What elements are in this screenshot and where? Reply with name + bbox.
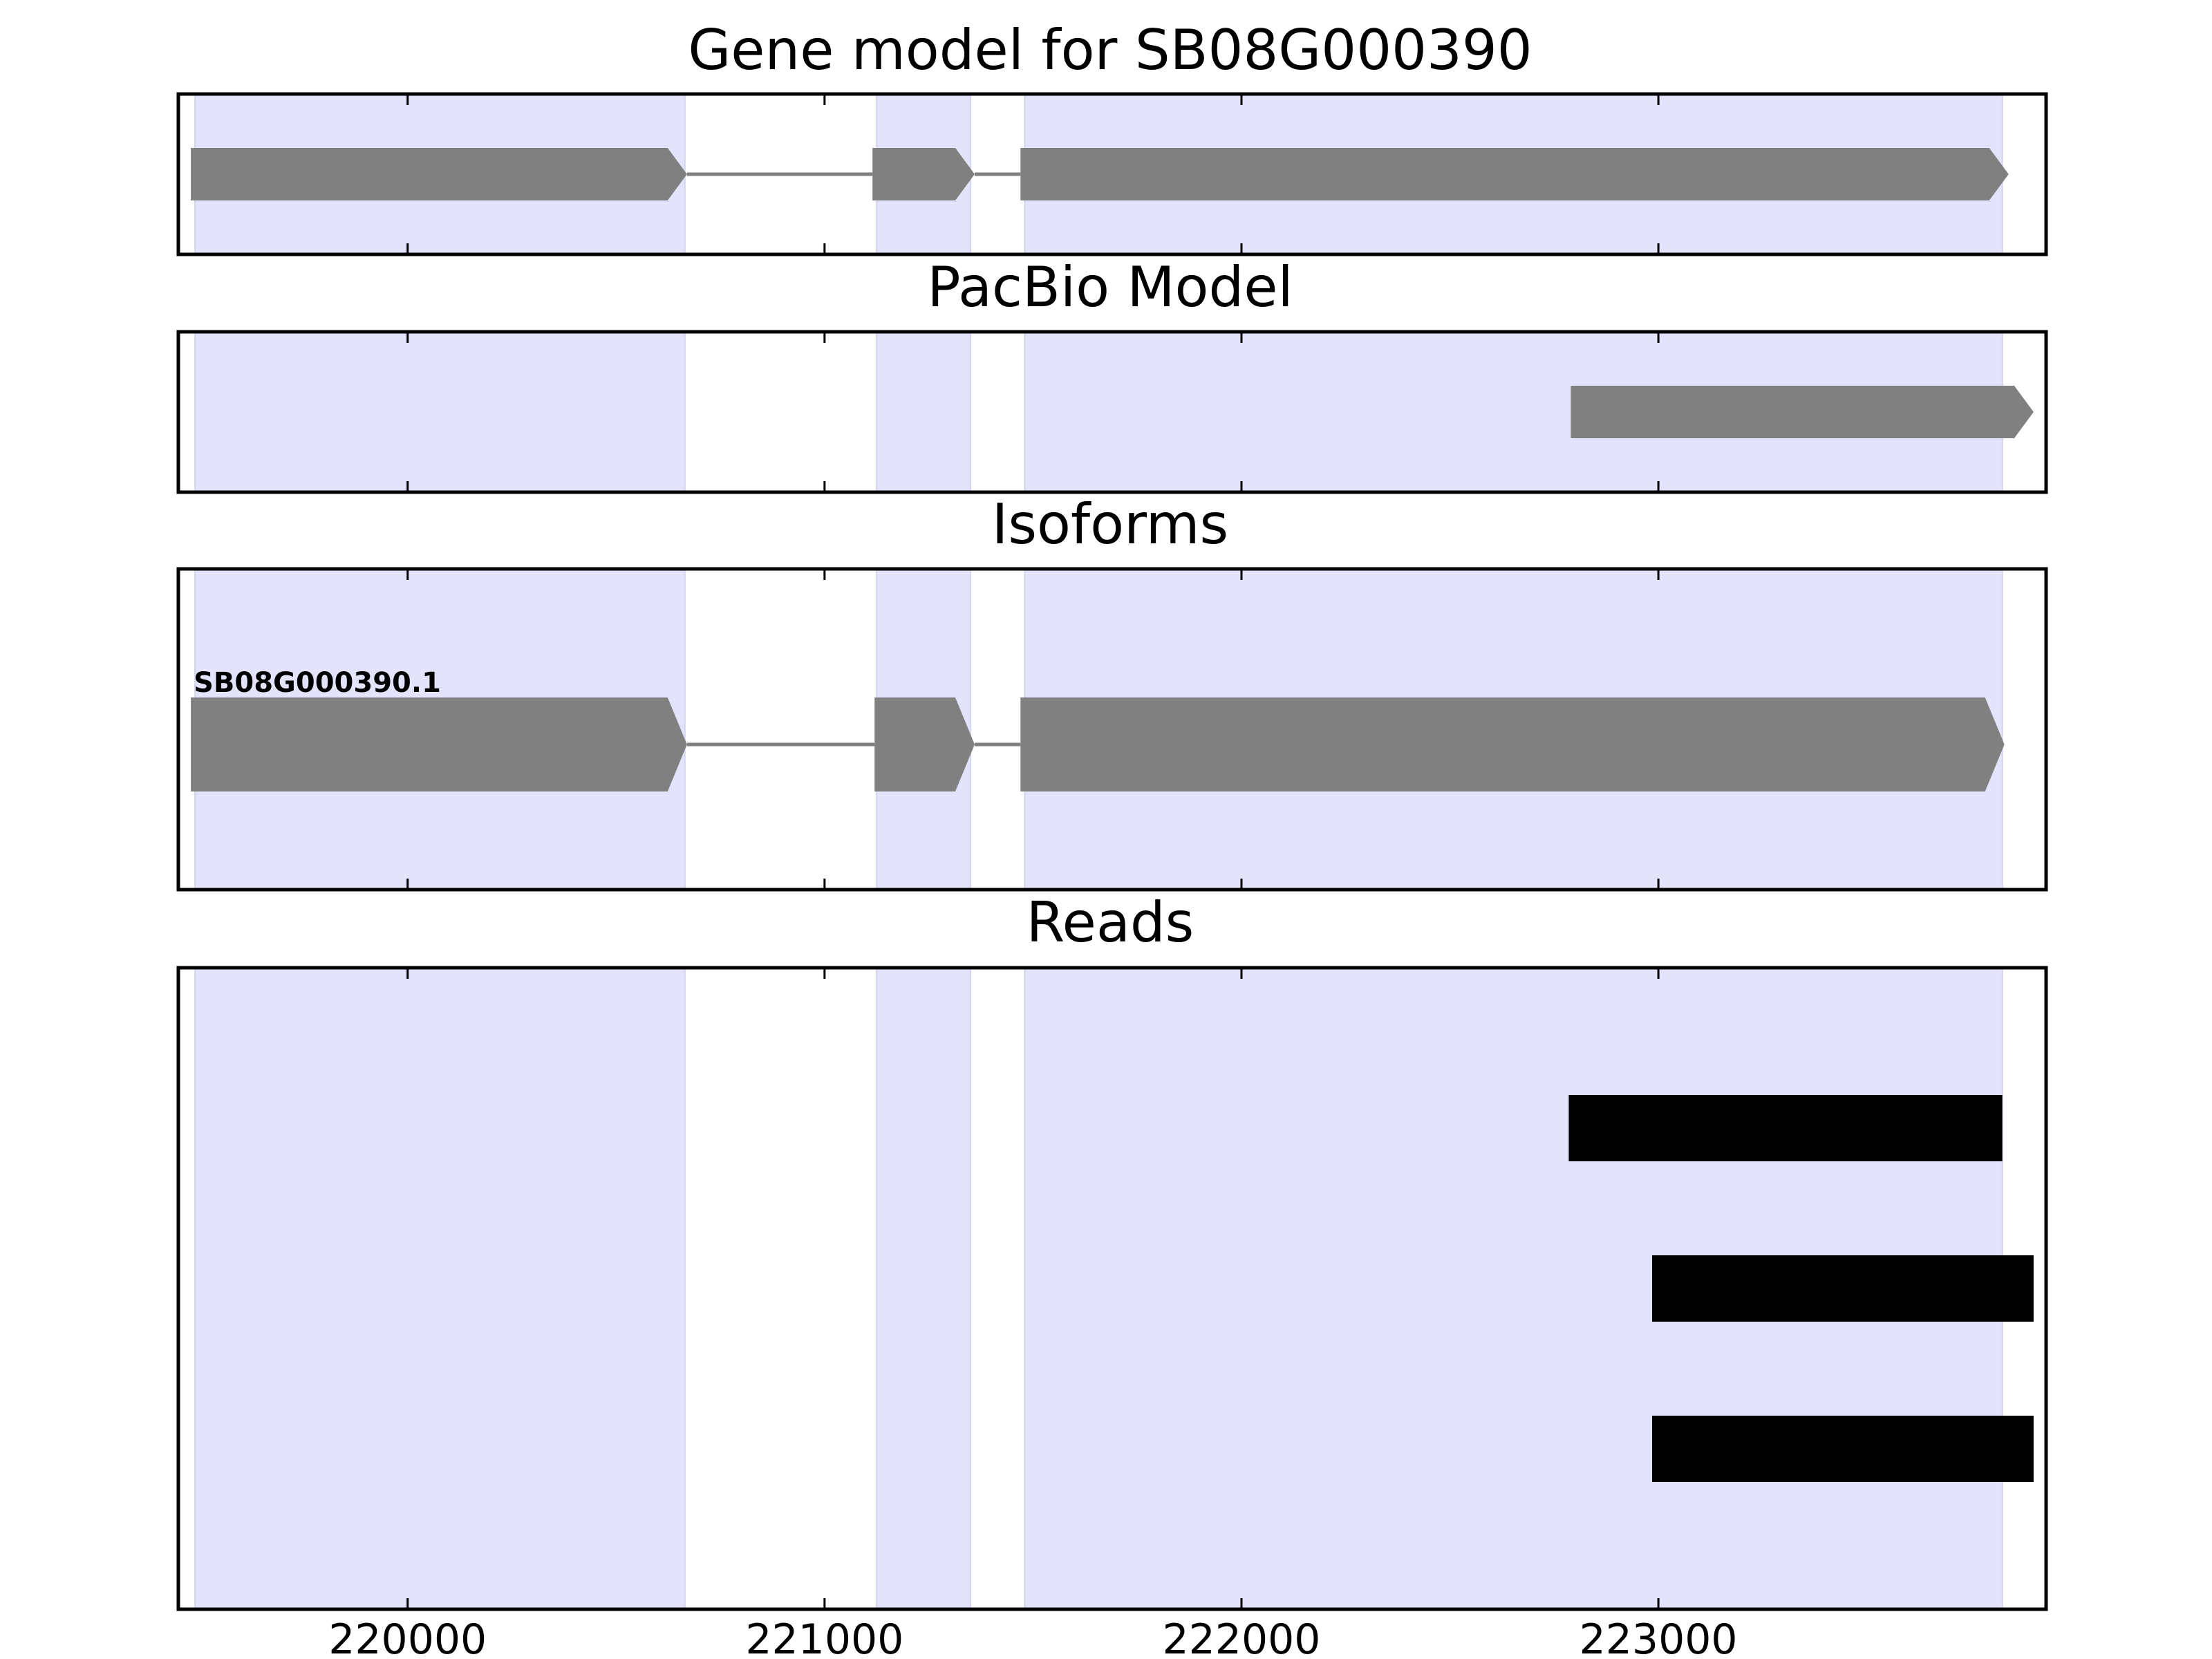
- exon-region-shading: [194, 331, 686, 493]
- exon-region-shading: [194, 967, 686, 1610]
- read-bar: [1568, 1095, 2003, 1161]
- exon-feature: [191, 697, 687, 791]
- isoforms-panel: SB08G000390.1: [176, 567, 2048, 892]
- exon-feature: [1571, 386, 2034, 438]
- exon-feature: [874, 697, 975, 791]
- exon-feature: [1020, 148, 2009, 200]
- x-tick-label: 220000: [328, 1615, 487, 1659]
- exon-feature: [191, 148, 687, 200]
- read-bar: [1652, 1255, 2034, 1322]
- exon-region-shading: [876, 331, 971, 493]
- x-tick-label: 222000: [1162, 1615, 1320, 1659]
- x-axis-tick-labels: 220000 221000 222000 223000: [328, 1615, 1737, 1659]
- panel-frame: [176, 966, 2048, 1611]
- x-tick-label: 221000: [745, 1615, 903, 1659]
- isoforms-panel-title: Isoforms: [992, 492, 1228, 556]
- panel-frame: [176, 567, 2048, 892]
- exon-region-shading: [876, 967, 971, 1610]
- pacbio-model-panel: [176, 330, 2048, 494]
- pacbio-model-panel-title: PacBio Model: [927, 255, 1293, 319]
- reads-panel: [176, 966, 2048, 1611]
- x-tick-label: 223000: [1580, 1615, 1738, 1659]
- read-bar: [1652, 1416, 2034, 1482]
- gene-model-panel-title: Gene model for SB08G000390: [688, 18, 1532, 82]
- gene-model-panel: [176, 92, 2048, 256]
- panel-frame: [176, 330, 2048, 494]
- isoform-label: SB08G000390.1: [194, 667, 441, 699]
- reads-panel-title: Reads: [1027, 890, 1194, 955]
- exon-feature: [1020, 697, 2005, 791]
- panel-frame: [176, 92, 2048, 256]
- exon-feature: [872, 148, 975, 200]
